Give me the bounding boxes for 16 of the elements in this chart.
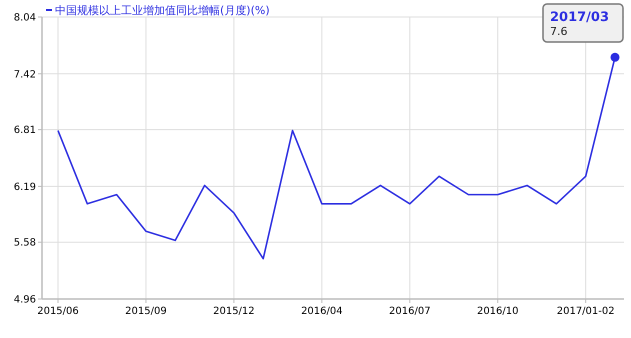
y-tick-label: 4.96 [14, 294, 36, 306]
x-tick-label: 2016/10 [476, 306, 519, 317]
y-tick-label: 5.58 [14, 238, 36, 249]
x-tick-label: 2015/09 [125, 306, 167, 317]
x-tick-label: 2016/07 [389, 306, 431, 317]
y-tick-label: 6.19 [14, 182, 36, 193]
y-tick-label: 8.04 [14, 12, 36, 24]
x-tick-label: 2015/06 [37, 306, 79, 317]
x-tick-label: 2016/04 [301, 306, 343, 317]
x-tick-label: 2015/12 [213, 306, 255, 317]
y-tick-label: 6.81 [14, 125, 36, 136]
annotation: 2017/03 [550, 10, 610, 25]
y-tick-label: 7.42 [14, 69, 36, 80]
annotation: 7.6 [550, 25, 568, 38]
legend-label: 中国规模以上工业增加值同比增幅(月度)(%) [55, 4, 270, 17]
x-tick-label: 2017/01-02 [556, 306, 615, 317]
